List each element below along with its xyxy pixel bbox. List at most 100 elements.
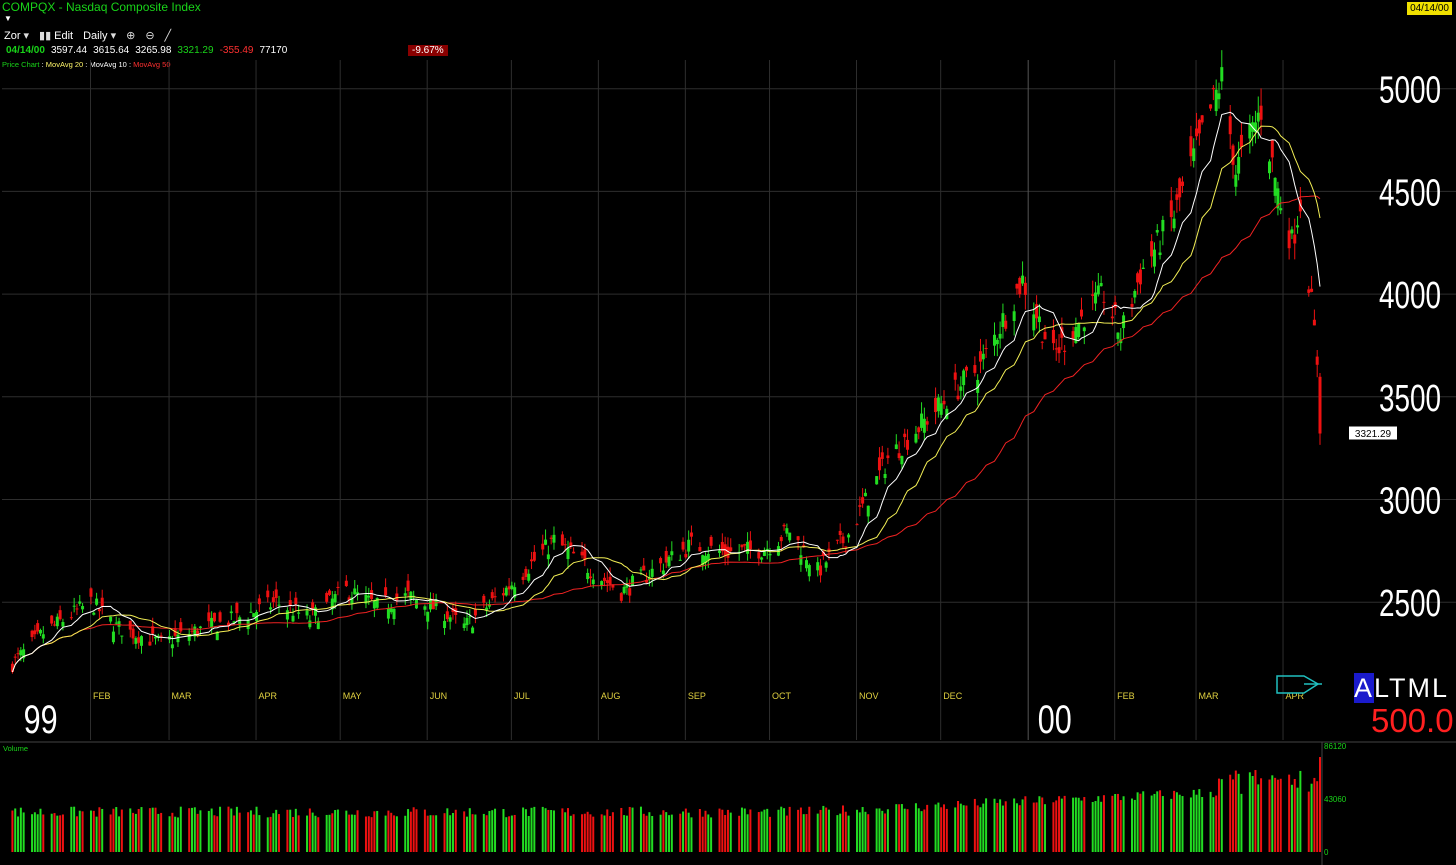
candle-body (922, 418, 926, 433)
candle-body (670, 551, 674, 556)
candle-body (13, 656, 17, 658)
candle-body (1161, 219, 1165, 232)
month-label: AUG (601, 691, 621, 701)
volume-bar (642, 813, 645, 852)
volume-bar (704, 810, 707, 852)
volume-bar (247, 812, 250, 852)
candle-body (100, 597, 104, 607)
draw-line-icon[interactable]: ╱ (164, 30, 172, 42)
candle-body (880, 452, 884, 459)
candle-body (1248, 123, 1252, 139)
zoom-in-icon[interactable]: ⊕ (126, 30, 136, 42)
candle-body (1099, 283, 1103, 287)
volume-bar (788, 806, 791, 852)
volume-bar (524, 809, 527, 852)
candle-body (485, 607, 489, 611)
volume-bar (294, 808, 297, 852)
candle-body (681, 541, 685, 550)
candle-body (678, 559, 682, 561)
volume-bar (308, 808, 311, 852)
volume-bar (1248, 772, 1251, 852)
dropdown-caret-icon[interactable]: ▼ (4, 14, 12, 23)
volume-bar (1142, 791, 1145, 852)
candle-body (619, 593, 623, 601)
scale-option-t[interactable]: T (1389, 673, 1408, 703)
volume-bar (115, 807, 118, 852)
volume-bar (510, 815, 513, 852)
volume-panel-label: Volume (3, 744, 29, 753)
candle-body (1189, 136, 1193, 157)
percent-change-badge: -9.67% (408, 45, 448, 56)
quote-open: 3597.44 (50, 45, 88, 56)
candle-body (877, 457, 881, 471)
candle-body (291, 615, 295, 622)
volume-bar (1136, 792, 1139, 852)
candle-body (179, 622, 183, 632)
candle-body (875, 476, 879, 485)
volume-bar (875, 808, 878, 852)
scale-option-a[interactable]: A (1354, 673, 1375, 703)
period-menu[interactable]: Daily ▾ (83, 29, 116, 43)
candle-body (1239, 134, 1243, 147)
candle-body (487, 604, 491, 607)
edit-menu[interactable]: ▮▮ Edit (39, 29, 74, 43)
candlestick-series (10, 50, 1322, 674)
volume-bar (317, 817, 320, 852)
candle-body (934, 397, 938, 413)
legend-ma20[interactable]: MovAvg 20 (45, 60, 84, 69)
volume-bar (895, 804, 898, 852)
candle-body (628, 588, 632, 596)
candle-body (193, 626, 197, 637)
candle-body (1195, 128, 1199, 137)
volume-bar (393, 815, 396, 852)
scale-indicator[interactable]: ALTML (1354, 673, 1449, 704)
volume-bar (917, 808, 920, 852)
month-label: MAR (1199, 691, 1220, 701)
candle-body (344, 580, 348, 587)
scale-option-l[interactable]: L (1374, 673, 1390, 703)
volume-bar (1131, 798, 1133, 852)
month-label: DEC (943, 691, 963, 701)
candle-body (1136, 273, 1140, 283)
zoom-out-icon[interactable]: ⊖ (145, 30, 155, 42)
candle-body (1004, 320, 1008, 329)
volume-bar (468, 808, 471, 852)
volume-bar (188, 808, 191, 852)
year-label: 99 (24, 698, 58, 742)
candle-body (703, 555, 707, 563)
candle-body (429, 599, 433, 610)
candle-body (38, 629, 42, 634)
legend-ma50[interactable]: MovAvg 50 (133, 60, 171, 69)
volume-bar (266, 817, 269, 852)
edit-menu-label: Edit (54, 29, 74, 42)
candle-body (1094, 292, 1098, 304)
volume-bar (22, 812, 25, 852)
candle-body (1234, 174, 1238, 187)
volume-bar (1055, 800, 1058, 852)
volume-bar (292, 816, 295, 852)
volume-bar (488, 810, 491, 852)
volume-bar (148, 808, 151, 852)
scale-option-l[interactable]: L (1432, 673, 1450, 703)
volume-bar (59, 815, 62, 852)
volume-bar (993, 798, 996, 852)
zoom-menu[interactable]: Zor ▾ (4, 29, 29, 43)
candle-body (962, 370, 966, 386)
volume-bar (943, 804, 945, 852)
volume-bar (249, 810, 252, 852)
candle-body (824, 562, 828, 568)
candle-body (903, 433, 907, 438)
volume-bar (306, 815, 309, 852)
volume-bar (364, 816, 367, 852)
volume-bar (1209, 791, 1212, 852)
legend-ma10[interactable]: MovAvg 10 (89, 60, 127, 69)
candle-body (622, 586, 626, 594)
candle-body (583, 549, 587, 560)
candle-body (740, 544, 744, 548)
candle-body (198, 626, 202, 629)
scale-option-m[interactable]: M (1407, 673, 1433, 703)
candle-body (807, 565, 811, 577)
candle-body (311, 602, 315, 610)
volume-bar (1015, 803, 1018, 852)
